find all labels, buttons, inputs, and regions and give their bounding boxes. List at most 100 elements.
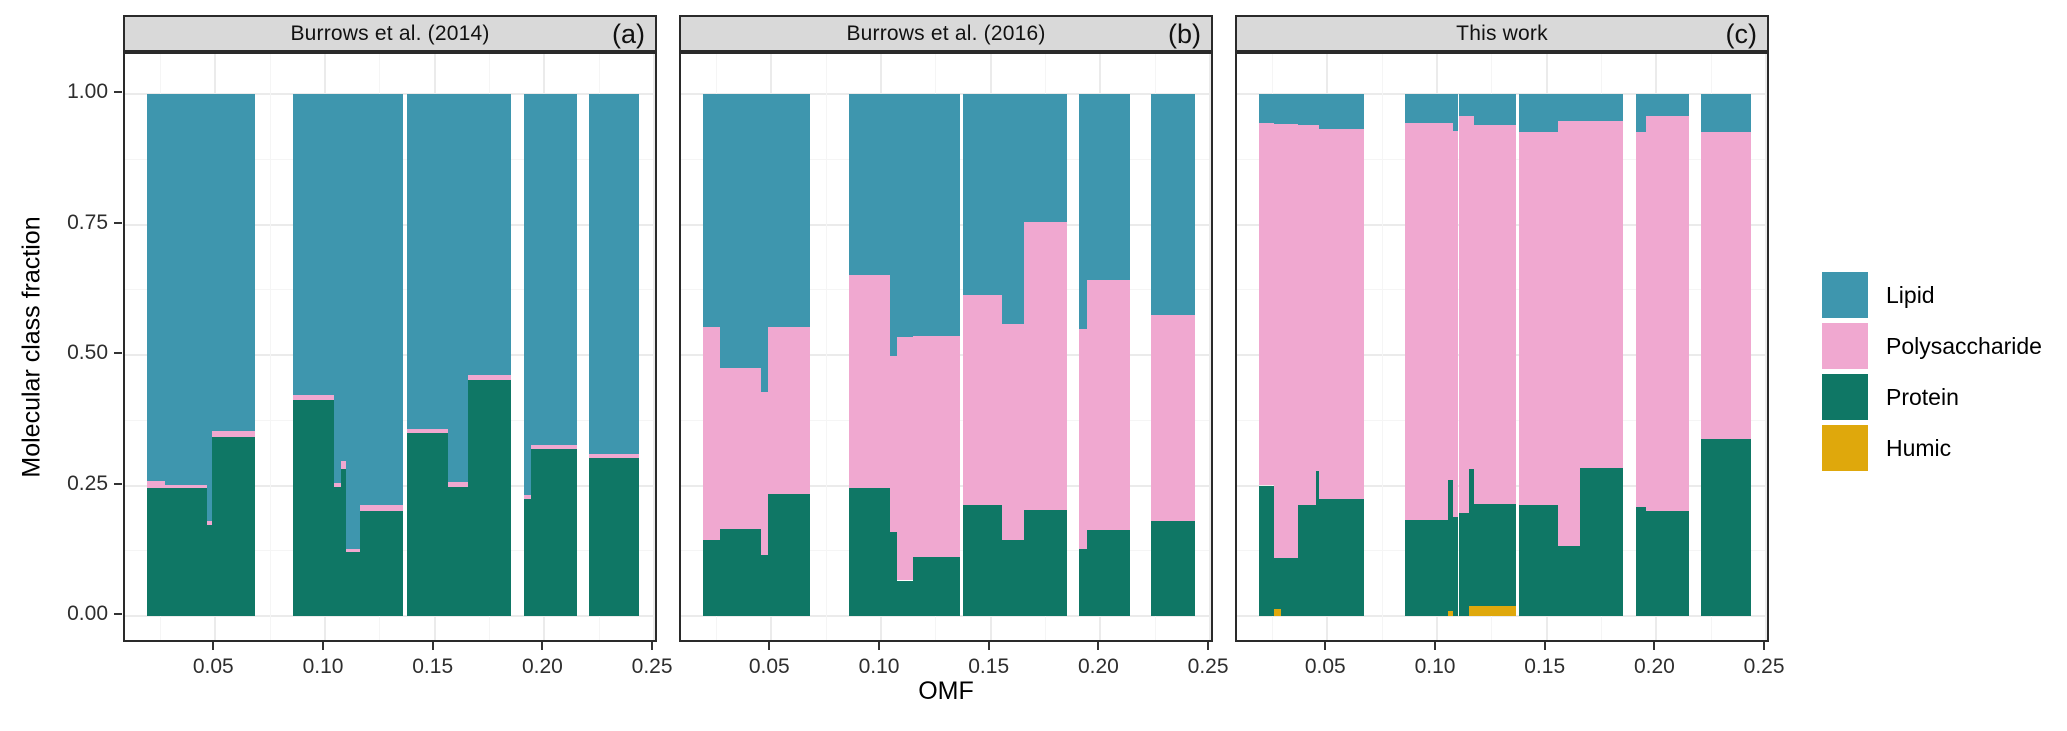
bar-segment-lipid	[1458, 94, 1470, 116]
bar-segment-protein	[1636, 507, 1646, 616]
bar-segment-protein	[760, 555, 768, 616]
bar-segment-protein	[1458, 512, 1470, 616]
bar-segment-polysaccharide	[1636, 131, 1646, 508]
bar-segment-lipid	[340, 94, 346, 462]
bar-segment-lipid	[1558, 94, 1580, 122]
gridline-minor	[1381, 54, 1383, 640]
bar-segment-humic	[1273, 609, 1282, 616]
legend-swatch-protein	[1822, 374, 1868, 420]
x-axis-tick-label: 0.25	[631, 655, 673, 678]
bar-segment-polysaccharide	[1558, 121, 1580, 546]
bar-segment-polysaccharide	[1318, 129, 1364, 500]
x-axis-tick	[1207, 642, 1210, 650]
x-axis-tick	[768, 642, 771, 650]
legend-label-lipid: Lipid	[1886, 281, 1935, 308]
gridline-major	[1765, 54, 1767, 640]
x-axis-tick	[987, 642, 990, 650]
bar-segment-polysaccharide	[588, 454, 639, 458]
legend-swatch-humic	[1822, 425, 1868, 471]
bar-segment-lipid	[913, 94, 960, 337]
bar-segment-polysaccharide	[1079, 328, 1088, 549]
bar-segment-protein	[147, 488, 165, 616]
bar-segment-polysaccharide	[1579, 121, 1624, 468]
bar-segment-polysaccharide	[1458, 115, 1470, 513]
legend-label-protein: Protein	[1886, 383, 1959, 410]
bar-segment-polysaccharide	[524, 495, 532, 499]
x-axis-tick	[1653, 642, 1656, 650]
bar-segment-lipid	[468, 94, 512, 376]
x-axis-tick	[1434, 642, 1436, 650]
bar-segment-protein	[340, 468, 346, 616]
bar-segment-lipid	[1315, 94, 1319, 125]
bar-segment-protein	[164, 488, 207, 616]
bar-segment-protein	[896, 580, 914, 616]
bar-segment-lipid	[334, 94, 341, 484]
y-axis-tick	[114, 221, 122, 224]
bar-segment-polysaccharide	[164, 484, 207, 489]
bar-segment-protein	[1315, 471, 1319, 616]
x-axis-tick-label: 0.15	[1524, 655, 1566, 678]
x-axis-tick	[431, 642, 434, 650]
facet-strip: Burrows et al. (2014) (a)	[123, 15, 657, 52]
bar-segment-polysaccharide	[468, 375, 512, 381]
x-axis-tick	[212, 642, 215, 650]
bar-segment-protein	[1447, 480, 1454, 611]
x-axis-tick	[651, 642, 654, 650]
y-axis-tick	[114, 91, 122, 93]
bar-segment-protein	[1087, 529, 1131, 616]
x-axis-tick	[878, 642, 880, 650]
x-axis-tick	[1763, 642, 1766, 650]
bar-segment-protein	[1405, 519, 1448, 616]
facet-strip-label: This work	[1456, 21, 1548, 45]
bar-segment-lipid	[1700, 94, 1751, 132]
bar-segment-protein	[1453, 517, 1459, 616]
bar-segment-lipid	[147, 94, 165, 482]
bar-segment-protein	[468, 380, 512, 616]
x-axis-tick-label: 0.25	[1743, 655, 1785, 678]
bar-segment-polysaccharide	[1474, 124, 1516, 504]
x-axis-tick	[1543, 642, 1546, 650]
x-axis-tick	[1097, 642, 1100, 650]
bar-segment-polysaccharide	[1645, 115, 1689, 511]
x-axis-tick-label: 0.20	[1077, 655, 1119, 678]
bar-segment-polysaccharide	[293, 394, 335, 401]
bar-segment-protein	[334, 487, 341, 616]
bar-segment-lipid	[719, 94, 761, 369]
bar-segment-lipid	[1297, 94, 1316, 125]
y-axis-tick	[114, 352, 122, 354]
bar-segment-lipid	[890, 94, 897, 356]
bar-segment-polysaccharide	[1518, 131, 1559, 505]
bar-segment-lipid	[164, 94, 207, 485]
bar-segment-protein	[1469, 469, 1475, 607]
bar-segment-lipid	[1079, 94, 1088, 329]
bar-segment-lipid	[1002, 94, 1024, 324]
bar-segment-protein	[448, 487, 469, 616]
gridline-major	[681, 615, 1211, 617]
bar-segment-lipid	[531, 94, 577, 445]
bar-segment-polysaccharide	[913, 336, 960, 557]
bar-segment-polysaccharide	[1315, 124, 1319, 472]
bar-segment-lipid	[588, 94, 639, 455]
bar-segment-lipid	[1453, 94, 1459, 131]
bar-segment-polysaccharide	[531, 444, 577, 449]
bar-segment-lipid	[359, 94, 403, 506]
y-axis-tick	[114, 613, 122, 615]
bar-segment-polysaccharide	[1469, 115, 1475, 470]
bar-segment-polysaccharide	[1259, 122, 1274, 486]
bar-segment-lipid	[406, 94, 449, 429]
bar-segment-protein	[1273, 557, 1282, 610]
bar-segment-polysaccharide	[890, 355, 897, 532]
bar-segment-lipid	[345, 94, 360, 550]
bar-segment-polysaccharide	[340, 461, 346, 469]
bar-segment-lipid	[896, 94, 914, 337]
x-axis-tick-label: 0.10	[858, 655, 900, 678]
bar-segment-protein	[1002, 540, 1024, 616]
bar-segment-polysaccharide	[760, 392, 768, 556]
bar-segment-polysaccharide	[448, 481, 469, 488]
bar-segment-protein	[1558, 545, 1580, 616]
bar-segment-polysaccharide	[719, 368, 761, 529]
bar-segment-polysaccharide	[1297, 124, 1316, 506]
bar-segment-polysaccharide	[212, 431, 255, 438]
bar-segment-lipid	[524, 94, 532, 496]
x-axis-tick	[541, 642, 544, 650]
